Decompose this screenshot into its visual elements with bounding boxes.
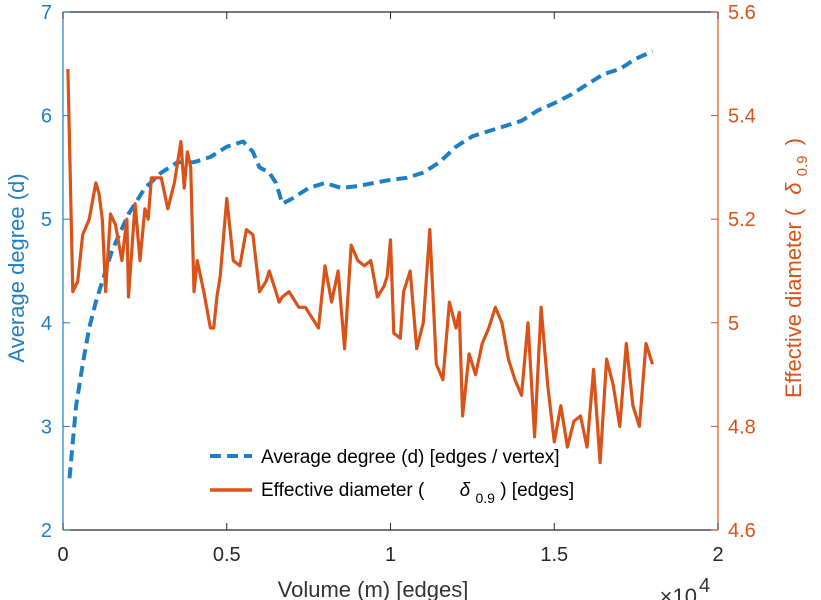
svg-text:Effective diameter ( δ: Effective diameter ( δ 0.9 ) <box>781 138 812 398</box>
y-left-tick-label: 4 <box>41 313 52 335</box>
y-right-tick-label: 5.4 <box>728 106 756 128</box>
legend-diameter-prefix: Effective diameter ( <box>261 480 425 501</box>
series-layer <box>66 49 655 479</box>
legend-diameter-symbol: δ <box>460 480 471 501</box>
x-exponent-label: ×10 <box>660 584 697 600</box>
y-right-tick-label: 5.2 <box>728 209 756 231</box>
x-exponent-power: 4 <box>699 575 710 597</box>
y-right-tick-label: 4.8 <box>728 416 756 438</box>
degree-series-line <box>67 49 654 479</box>
y-left-tick-label: 7 <box>41 2 52 24</box>
y-right-title-symbol: δ <box>781 182 806 195</box>
diameter-series-line <box>66 68 655 465</box>
y-left-tick-label: 2 <box>41 520 52 542</box>
y-right-title-suffix: ) <box>781 138 806 145</box>
x-tick-label: 0 <box>57 544 68 566</box>
y-right-title-subscript: 0.9 <box>794 155 811 176</box>
legend: Average degree (d) [edges / vertex] Effe… <box>210 447 574 508</box>
y-left-tick-label: 5 <box>41 209 52 231</box>
y-left-tick-label: 6 <box>41 106 52 128</box>
x-tick-label: 0.5 <box>213 544 241 566</box>
y-right-axis-title: Effective diameter ( δ 0.9 ) <box>781 138 812 398</box>
legend-diameter-subscript: 0.9 <box>475 490 495 506</box>
y-right-tick-label: 4.6 <box>728 520 756 542</box>
legend-diameter-label: Effective diameter ( δ 0.9 ) [edges] <box>261 480 574 508</box>
x-tick-label: 2 <box>712 544 723 566</box>
y-left-tick-label: 3 <box>41 416 52 438</box>
x-tick-label: 1.5 <box>540 544 568 566</box>
legend-degree-label: Average degree (d) [edges / vertex] <box>261 447 560 468</box>
x-tick-label: 1 <box>385 544 396 566</box>
y-right-tick-label: 5.6 <box>728 2 756 24</box>
ticks-layer: 0 0.5 1 1.5 2 2 3 4 5 6 7 4.6 4.8 5 5.2 5.4 5.6 <box>41 2 756 566</box>
y-left-axis-title: Average degree (d) <box>4 173 29 362</box>
y-right-title-prefix: Effective diameter ( <box>781 208 806 398</box>
y-right-tick-label: 5 <box>728 313 739 335</box>
legend-diameter-suffix: ) [edges] <box>500 480 574 501</box>
x-axis-title: Volume (m) [edges] <box>278 577 469 600</box>
